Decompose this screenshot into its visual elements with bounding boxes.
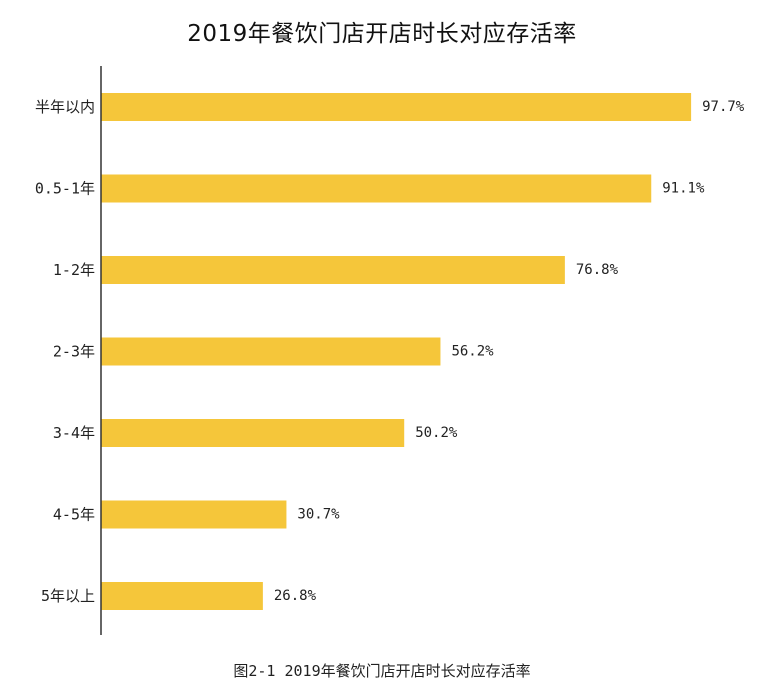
bar-3 <box>101 337 441 366</box>
chart-title: 2019年餐饮门店开店时长对应存活率 <box>187 21 577 47</box>
category-label-2: 1-2年 <box>53 261 95 279</box>
bar-6 <box>101 582 263 610</box>
category-label-5: 4-5年 <box>53 506 95 524</box>
value-label-3: 56.2% <box>451 344 494 360</box>
value-label-4: 50.2% <box>415 425 458 441</box>
value-label-2: 76.8% <box>576 262 619 278</box>
category-label-6: 5年以上 <box>41 587 95 605</box>
value-label-1: 91.1% <box>662 181 705 197</box>
bar-2 <box>101 256 565 284</box>
bar-1 <box>101 174 652 203</box>
bar-4 <box>101 419 405 447</box>
category-label-1: 0.5-1年 <box>35 180 95 198</box>
bars-group <box>101 93 692 610</box>
bar-5 <box>101 500 287 529</box>
category-label-3: 2-3年 <box>53 343 95 361</box>
category-label-4: 3-4年 <box>53 424 95 442</box>
value-label-0: 97.7% <box>702 99 745 115</box>
value-label-6: 26.8% <box>274 588 317 604</box>
bar-0 <box>101 93 692 121</box>
labels-group: 半年以内 97.7% 0.5-1年 91.1% 1-2年 76.8% 2-3年 56.2% 3-… <box>35 98 745 605</box>
category-label-0: 半年以内 <box>35 98 95 116</box>
figure-caption: 图2-1 2019年餐饮门店开店时长对应存活率 <box>233 662 531 680</box>
value-label-5: 30.7% <box>297 507 340 523</box>
